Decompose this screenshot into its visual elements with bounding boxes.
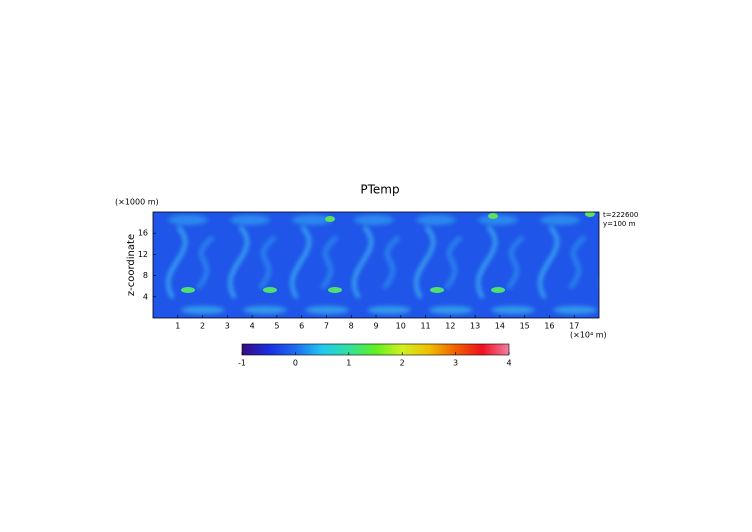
- chart-title: PTemp: [360, 183, 399, 197]
- x-tick-label: 1: [175, 322, 180, 331]
- y-tick-label: 4: [143, 292, 148, 301]
- x-tick-label: 2: [200, 322, 205, 331]
- x-tick-label: 10: [396, 322, 406, 331]
- swirl: [632, 237, 647, 288]
- swirl: [367, 306, 411, 314]
- swirl: [196, 235, 215, 290]
- warm-blob: [263, 287, 277, 293]
- swirl: [320, 235, 339, 290]
- annotation: y=100 m: [603, 220, 636, 228]
- swirl: [243, 306, 287, 314]
- x-unit: (×10⁴ m): [570, 331, 607, 340]
- swirl: [382, 235, 401, 290]
- swirl: [290, 225, 311, 300]
- swirl: [615, 306, 659, 314]
- colorbar-tick-label: 4: [506, 359, 511, 368]
- y-tick-label: 8: [143, 271, 148, 280]
- y-unit: (×1000 m): [115, 198, 159, 207]
- swirl: [230, 215, 270, 225]
- x-tick-label: 8: [349, 322, 354, 331]
- swirl: [444, 235, 463, 290]
- swirl: [414, 225, 435, 300]
- colorbar-tick-label: 2: [400, 359, 405, 368]
- swirl: [429, 306, 473, 314]
- colorbar-tick-label: 1: [346, 359, 351, 368]
- swirl: [478, 215, 518, 225]
- swirl: [602, 227, 619, 298]
- colorbar-tick-label: -1: [238, 359, 246, 368]
- swirl: [352, 225, 373, 300]
- swirl: [168, 215, 208, 225]
- swirl: [506, 235, 525, 290]
- colorbar: [241, 343, 510, 356]
- x-tick-label: 13: [470, 322, 480, 331]
- y-tick-label: 16: [138, 229, 148, 238]
- x-tick-label: 15: [520, 322, 530, 331]
- annotation: t=222600: [603, 211, 638, 219]
- x-tick-label: 4: [250, 322, 255, 331]
- x-tick-label: 3: [225, 322, 230, 331]
- x-tick-label: 6: [299, 322, 304, 331]
- x-tick-label: 5: [274, 322, 279, 331]
- swirl: [181, 306, 225, 314]
- swirl: [491, 306, 535, 314]
- swirl: [228, 225, 249, 300]
- warm-blob: [491, 287, 505, 293]
- x-tick-label: 14: [495, 322, 505, 331]
- field-swirls: [166, 215, 659, 314]
- swirl: [305, 306, 349, 314]
- field: [153, 212, 659, 318]
- x-tick-label: 7: [324, 322, 329, 331]
- x-tick-label: 11: [420, 322, 430, 331]
- swirl: [166, 225, 187, 300]
- swirl: [553, 306, 597, 314]
- x-tick-label: 12: [445, 322, 455, 331]
- y-tick-label: 12: [138, 250, 148, 259]
- colorbar-tick-label: 3: [453, 359, 458, 368]
- swirl: [354, 215, 394, 225]
- warm-blob: [181, 287, 195, 293]
- swirl: [538, 225, 559, 300]
- x-tick-label: 9: [373, 322, 378, 331]
- x-tick-label: 17: [569, 322, 579, 331]
- warm-blob: [488, 213, 498, 219]
- swirl: [258, 235, 277, 290]
- warm-blob: [325, 216, 335, 222]
- x-tick-label: 16: [544, 322, 554, 331]
- swirl: [416, 215, 456, 225]
- field-background: [153, 212, 599, 318]
- swirl: [568, 235, 587, 290]
- swirl: [292, 215, 332, 225]
- y-axis-label: z-coordinate: [126, 234, 137, 296]
- warm-blob: [585, 212, 595, 217]
- swirl: [540, 215, 580, 225]
- swirl: [476, 225, 497, 300]
- warm-blob: [328, 287, 342, 293]
- colorbar-tick-label: 0: [293, 359, 298, 368]
- warm-blob: [430, 287, 444, 293]
